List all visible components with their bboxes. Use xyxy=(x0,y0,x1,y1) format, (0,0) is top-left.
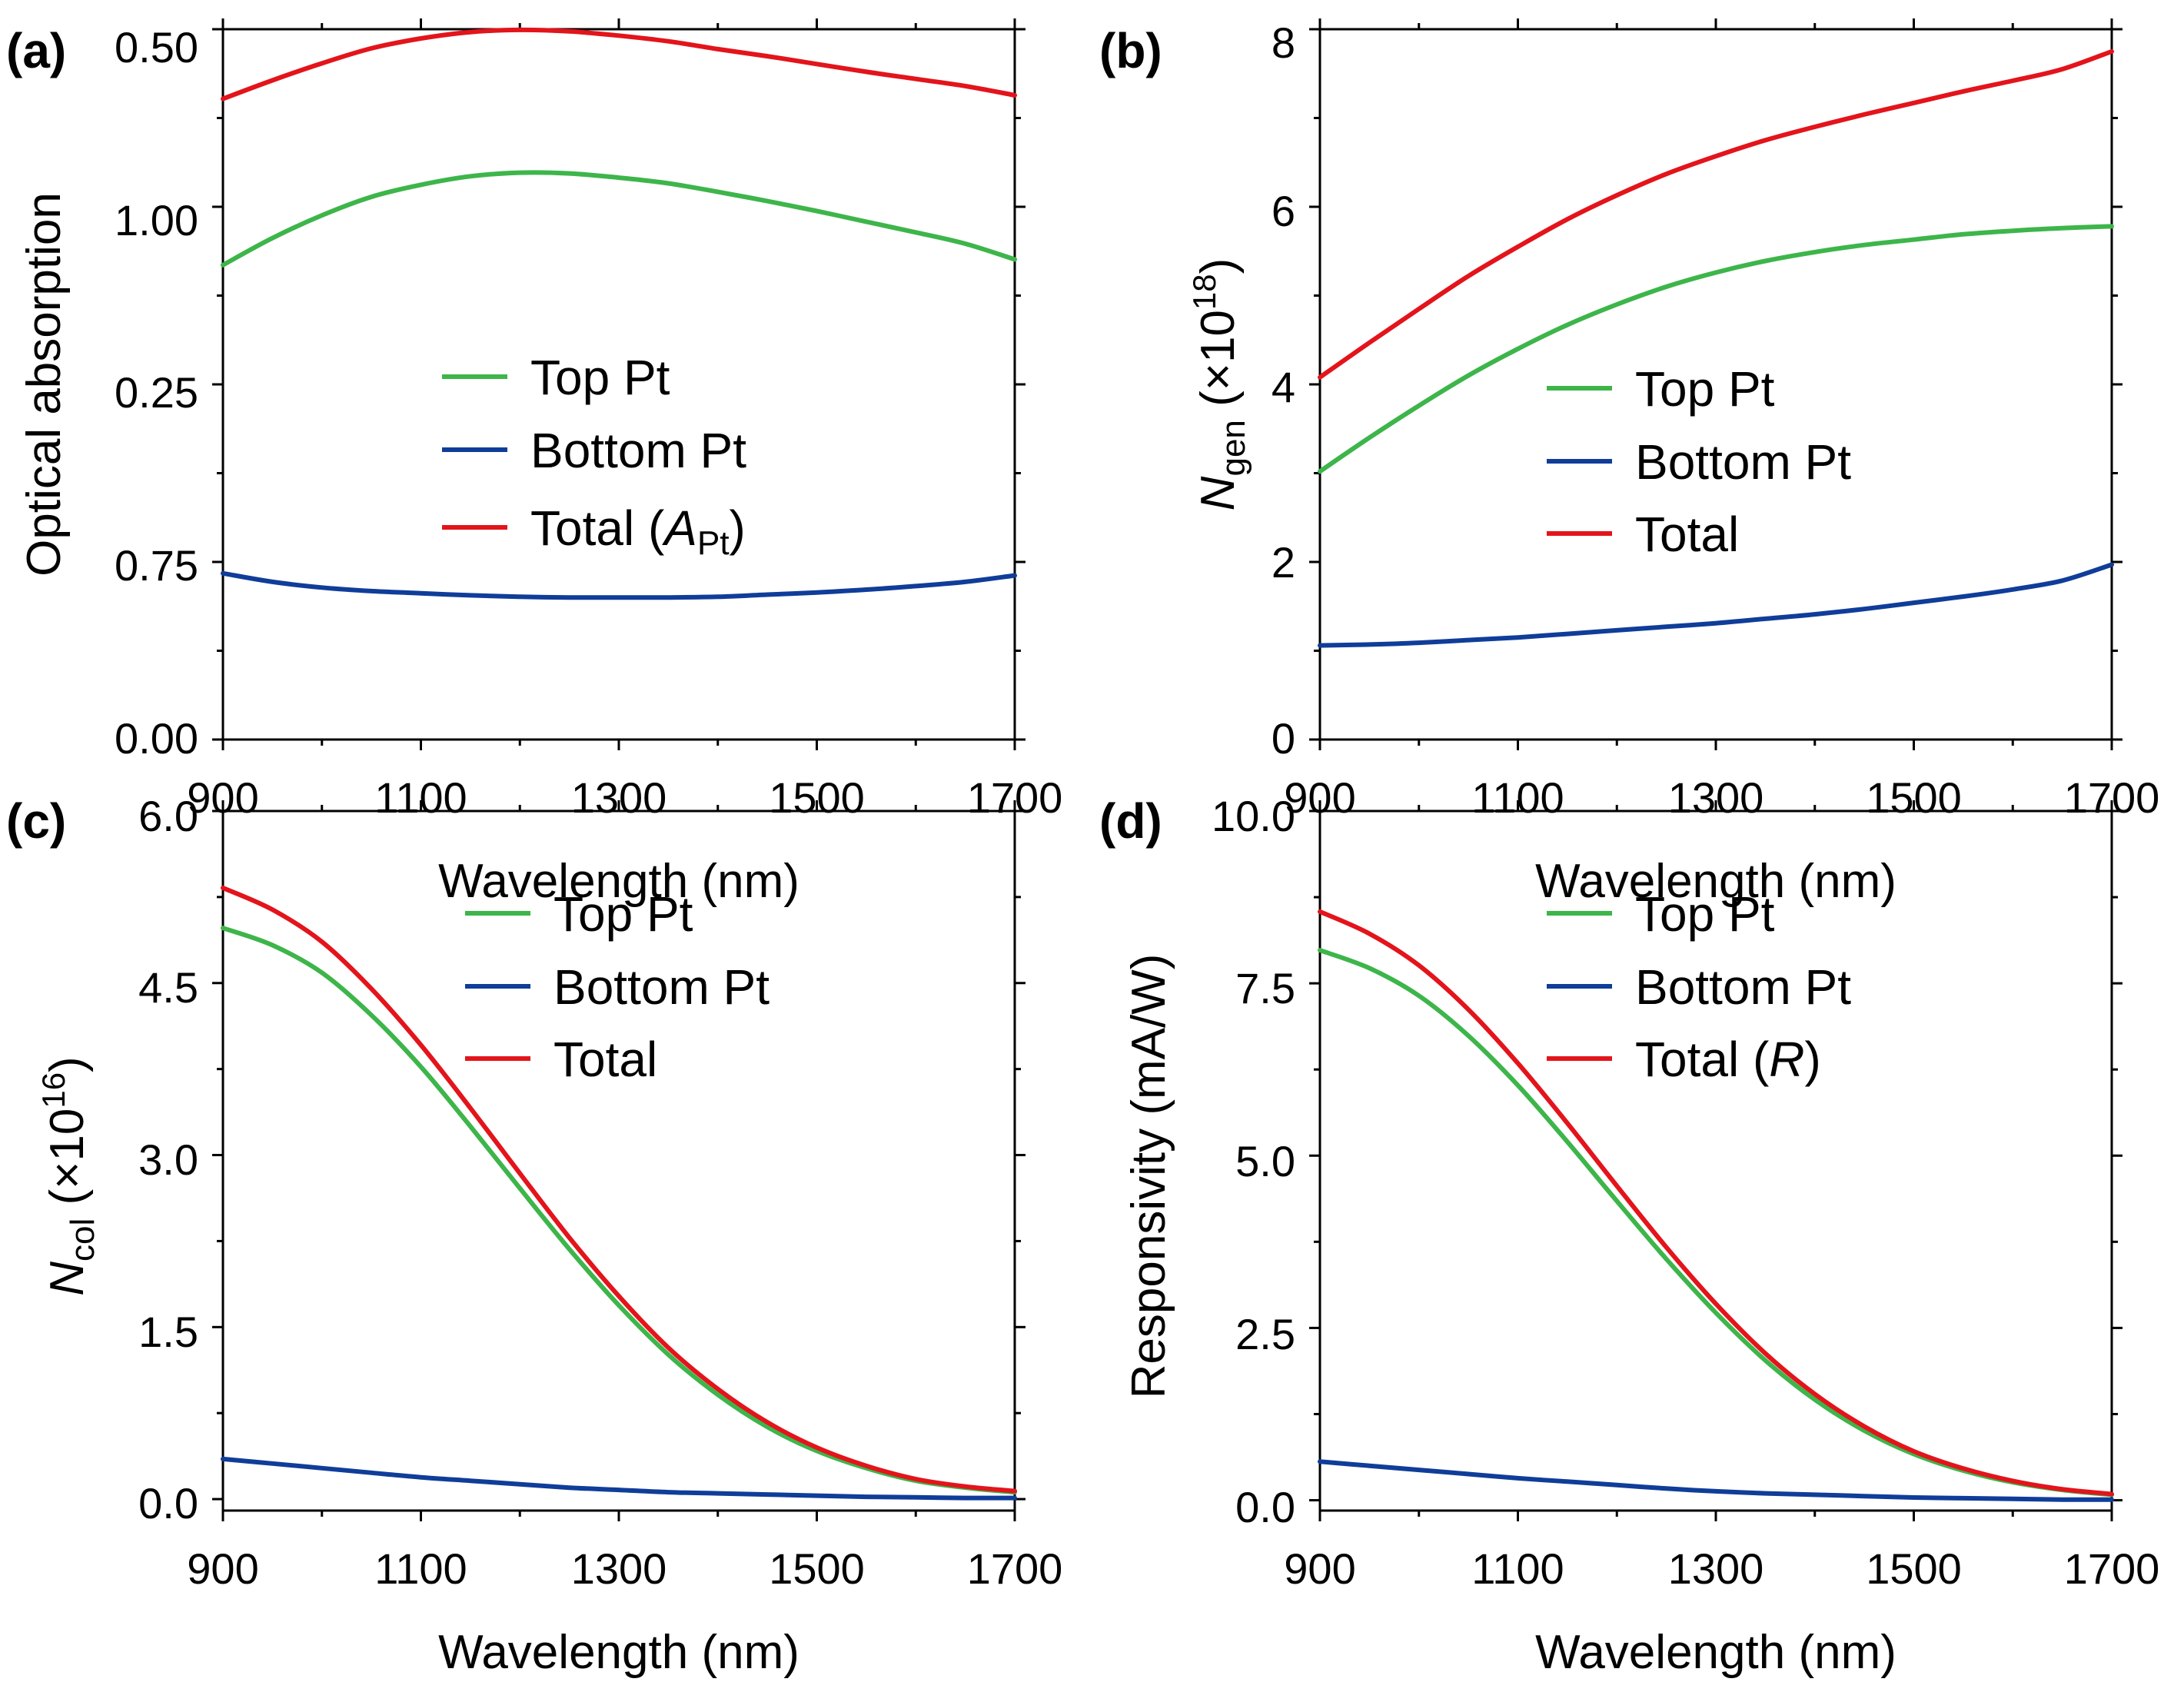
panel-a-series-top xyxy=(221,170,1017,268)
panel-b-ytick-3: 6 xyxy=(1272,187,1295,235)
panel-b-legend: Top Pt Bottom Pt Total xyxy=(1547,361,1851,562)
panel-b-ytick-2: 4 xyxy=(1272,363,1295,411)
panel-c-legend: Top Pt Bottom Pt Total xyxy=(465,886,770,1087)
panel-a-legend: Top Pt Bottom Pt Total (APt) xyxy=(442,350,746,562)
panel-c-ytick-3: 4.5 xyxy=(138,963,198,1012)
panel-b-legend-bottom: Bottom Pt xyxy=(1635,434,1851,490)
panel-d-ytick-2: 5.0 xyxy=(1235,1137,1295,1185)
panel-b-series-bottom xyxy=(1318,562,2114,648)
panel-b-series-top xyxy=(1318,224,2114,474)
plot-layer: 900 1100 1300 1500 1700 Wavelength (nm) 900 110… xyxy=(187,18,2159,1679)
panel-a-y-ticks: 0.00 0.25 0.50 0.75 1.00 xyxy=(115,23,198,763)
panel-a-legend-top: Top Pt xyxy=(530,350,670,405)
panel-c: (c) 0.0 1.5 3.0 4.5 6.0 Ncol (×1016) Top… xyxy=(6,792,770,1527)
panel-c-ytick-1: 1.5 xyxy=(138,1308,198,1356)
panel-a-legend-bottom: Bottom Pt xyxy=(530,423,746,478)
panel-c-xtick-label: 1700 xyxy=(967,1544,1063,1593)
panel-d-xtick-label: 1100 xyxy=(1471,1544,1564,1593)
panel-c-series-total xyxy=(221,886,1017,1494)
panel-d-ytick-4: 10.0 xyxy=(1212,792,1295,840)
panel-b-ytick-0: 0 xyxy=(1272,714,1295,763)
panel-b-xtick-label: 1300 xyxy=(1668,773,1764,822)
panel-b-y-ticks: 0 2 4 6 8 xyxy=(1272,18,1295,763)
panel-b-y-axis-title: Ngen (×1018) xyxy=(1186,258,1252,511)
panel-d-xtick-label: 1700 xyxy=(2064,1544,2160,1593)
panel-d-ytick-3: 7.5 xyxy=(1235,964,1295,1012)
panel-b-label: (b) xyxy=(1099,23,1162,78)
panel-d-series-bottom xyxy=(1318,1459,2114,1502)
panel-c-ytick-2: 3.0 xyxy=(138,1135,198,1184)
panel-c-label: (c) xyxy=(6,793,66,849)
panel-a-x-axis-title: Wavelength (nm) xyxy=(438,855,799,908)
panel-b-ytick-1: 2 xyxy=(1272,538,1295,587)
panel-d-x-axis-title: Wavelength (nm) xyxy=(1535,1626,1896,1679)
panel-c-xtick-label: 1300 xyxy=(571,1544,667,1593)
panel-d-y-axis-title: Responsivity (mA/W) xyxy=(1122,954,1175,1399)
panel-c-xtick-label: 900 xyxy=(187,1544,258,1593)
panel-b-series-total xyxy=(1318,48,2114,380)
panel-a-y-axis-title: Optical absorption xyxy=(18,192,71,577)
panel-d-legend-total: Total (R) xyxy=(1635,1032,1821,1087)
panel-c-legend-bottom: Bottom Pt xyxy=(553,959,770,1015)
panel-d-label: (d) xyxy=(1099,793,1162,849)
panel-b-xtick-label: 1500 xyxy=(1866,773,1962,822)
panel-a: (a) 0.00 0.25 0.50 0.75 1.00 Optical abs… xyxy=(6,23,746,763)
panel-d: (d) 0.0 2.5 5.0 7.5 10.0 Responsivity (m… xyxy=(1099,792,1851,1531)
panel-d-y-ticks: 0.0 2.5 5.0 7.5 10.0 xyxy=(1212,792,1295,1531)
panel-a-xtick-label: 1300 xyxy=(571,773,667,822)
panel-c-legend-total: Total xyxy=(553,1032,657,1087)
panel-c-xtick-label: 1500 xyxy=(769,1544,865,1593)
panel-c-y-ticks: 0.0 1.5 3.0 4.5 6.0 xyxy=(138,792,198,1527)
panel-c-xtick-label: 1100 xyxy=(374,1544,467,1593)
panel-d-legend-bottom: Bottom Pt xyxy=(1635,959,1851,1015)
panel-a-xtick-label: 1100 xyxy=(374,773,467,822)
panel-a-ytick-1: 0.25 xyxy=(115,368,198,417)
panel-c-ytick-4: 6.0 xyxy=(138,792,198,840)
panel-b-x-axis-title: Wavelength (nm) xyxy=(1535,855,1896,908)
panel-a-legend-total: Total (APt) xyxy=(530,500,746,562)
panel-d-xtick-label: 900 xyxy=(1284,1544,1355,1593)
panel-a-series-bottom xyxy=(221,570,1017,600)
panel-b-xtick-label: 1100 xyxy=(1471,773,1564,822)
panel-b: (b) 0 2 4 6 8 Ngen (×1018) Top Pt Bottom… xyxy=(1099,18,1851,763)
panel-a-ytick-3: 0.75 xyxy=(115,541,198,590)
panel-a-series-total xyxy=(221,27,1017,101)
panel-a-ytick-0: 0.00 xyxy=(115,714,198,763)
panel-a-label: (a) xyxy=(6,23,66,78)
panel-d-ytick-1: 2.5 xyxy=(1235,1310,1295,1358)
panel-d-series-total xyxy=(1318,909,2114,1497)
panel-c-legend-top: Top Pt xyxy=(553,886,693,942)
panel-a-ytick-2: 0.50 xyxy=(115,23,198,71)
panel-c-y-axis-title: Ncol (×1016) xyxy=(35,1056,101,1295)
panel-a-ytick-4: 1.00 xyxy=(115,196,198,244)
panel-b-legend-top: Top Pt xyxy=(1635,361,1775,417)
panel-c-ytick-0: 0.0 xyxy=(138,1479,198,1527)
panel-b-ytick-4: 8 xyxy=(1272,18,1295,67)
panel-d-legend-top: Top Pt xyxy=(1635,886,1775,942)
panel-d-xtick-label: 1300 xyxy=(1668,1544,1764,1593)
panel-c-x-axis-title: Wavelength (nm) xyxy=(438,1626,799,1679)
panel-d-ytick-0: 0.0 xyxy=(1235,1483,1295,1531)
panel-c-series-bottom xyxy=(221,1456,1017,1501)
panel-d-xtick-label: 1500 xyxy=(1866,1544,1962,1593)
panel-b-legend-total: Total xyxy=(1635,507,1739,562)
panel-a-xtick-label: 1500 xyxy=(769,773,865,822)
panel-d-legend: Top Pt Bottom Pt Total (R) xyxy=(1547,886,1851,1087)
